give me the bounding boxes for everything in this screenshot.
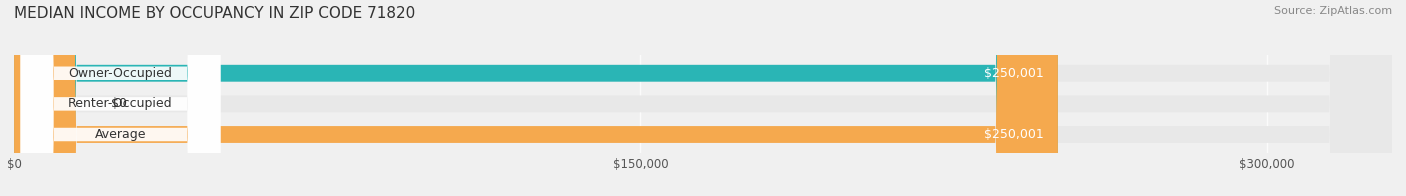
Text: Source: ZipAtlas.com: Source: ZipAtlas.com <box>1274 6 1392 16</box>
Text: Average: Average <box>94 128 146 141</box>
Text: $250,001: $250,001 <box>984 128 1045 141</box>
FancyBboxPatch shape <box>21 0 221 196</box>
FancyBboxPatch shape <box>21 0 221 196</box>
Text: $0: $0 <box>111 97 127 110</box>
Text: MEDIAN INCOME BY OCCUPANCY IN ZIP CODE 71820: MEDIAN INCOME BY OCCUPANCY IN ZIP CODE 7… <box>14 6 415 21</box>
Text: Owner-Occupied: Owner-Occupied <box>69 67 173 80</box>
FancyBboxPatch shape <box>14 0 1392 196</box>
FancyBboxPatch shape <box>14 0 1057 196</box>
FancyBboxPatch shape <box>14 0 1057 196</box>
Text: Renter-Occupied: Renter-Occupied <box>67 97 173 110</box>
FancyBboxPatch shape <box>21 0 221 196</box>
FancyBboxPatch shape <box>14 0 1392 196</box>
FancyBboxPatch shape <box>14 0 1392 196</box>
Text: $250,001: $250,001 <box>984 67 1045 80</box>
